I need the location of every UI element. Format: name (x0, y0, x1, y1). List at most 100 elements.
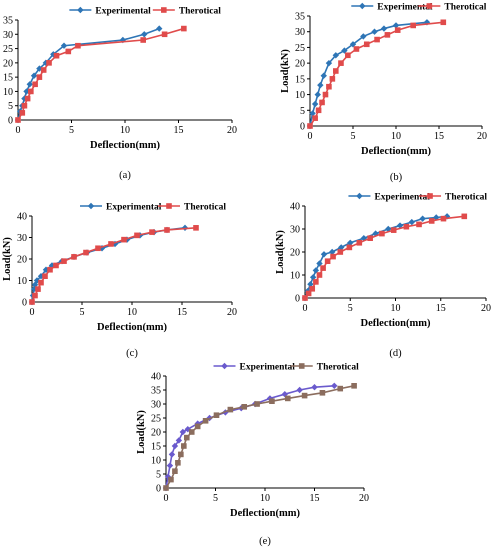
data-point-therotical (322, 91, 329, 98)
data-point-therotical (121, 236, 127, 243)
panel-caption: (b) (390, 172, 403, 183)
data-point-experimental (166, 462, 174, 469)
data-point-therotical (313, 279, 319, 285)
data-point-therotical (416, 221, 422, 228)
panel-caption: (a) (119, 170, 131, 181)
data-point-therotical (384, 32, 391, 38)
x-tick-label: 20 (477, 131, 487, 142)
data-point-therotical (403, 223, 410, 230)
data-point-therotical (35, 286, 41, 292)
data-point-therotical (374, 36, 380, 43)
data-point-experimental (392, 22, 400, 29)
data-point-therotical (227, 406, 234, 413)
data-point-therotical (53, 262, 59, 269)
legend-marker (161, 7, 167, 13)
data-point-experimental (296, 386, 303, 394)
data-point-therotical (65, 48, 72, 55)
x-tick-label: 0 (16, 125, 21, 136)
data-point-experimental (419, 215, 426, 222)
data-point-therotical (351, 383, 357, 389)
data-point-therotical (24, 95, 31, 102)
data-point-therotical (440, 19, 447, 26)
data-point-experimental (328, 248, 336, 256)
legend-label: Experimental (374, 193, 430, 203)
data-point-therotical (21, 102, 28, 109)
x-tick-label: 0 (303, 303, 308, 314)
data-point-experimental (338, 244, 345, 251)
y-tick-label: 0 (156, 484, 161, 495)
data-point-experimental (311, 384, 318, 391)
data-point-therotical (284, 395, 291, 402)
data-point-experimental (349, 41, 357, 48)
x-tick-label: 10 (120, 125, 130, 136)
data-point-therotical (181, 25, 187, 32)
y-tick-label: 15 (3, 73, 13, 84)
y-tick-label: 0 (295, 294, 300, 305)
data-point-therotical (29, 299, 35, 305)
data-point-therotical (363, 41, 370, 48)
data-point-therotical (46, 60, 52, 66)
legend-label: Therotical (445, 193, 487, 203)
legend-marker (426, 3, 433, 9)
y-tick-label: 25 (3, 44, 13, 55)
data-point-therotical (75, 42, 81, 49)
y-tick-label: 20 (3, 58, 13, 69)
data-point-experimental (309, 274, 317, 281)
x-tick-label: 0 (30, 307, 35, 318)
data-point-therotical (42, 273, 48, 279)
y-axis-title: Load(kN) (2, 237, 13, 281)
data-point-therotical (161, 31, 168, 38)
y-axis-title: Load(kN) (280, 49, 291, 93)
series-line-experimental (165, 385, 335, 489)
data-point-therotical (309, 286, 316, 292)
data-point-therotical (53, 52, 60, 59)
data-point-experimental (332, 52, 339, 59)
y-tick-label: 30 (151, 400, 161, 411)
data-point-experimental (311, 100, 319, 108)
data-point-experimental (309, 110, 316, 117)
panel-caption: (d) (389, 348, 402, 359)
legend-marker (166, 203, 172, 209)
legend-label: Experimental (377, 3, 433, 13)
y-tick-label: 0 (22, 298, 27, 309)
data-point-therotical (312, 115, 318, 121)
panel-caption: (c) (126, 348, 138, 359)
series-line-experimental (309, 21, 428, 127)
data-point-therotical (254, 401, 260, 407)
data-point-experimental (179, 428, 187, 436)
data-point-therotical (134, 232, 140, 239)
data-point-therotical (149, 229, 155, 235)
data-point-experimental (36, 65, 43, 72)
data-point-therotical (329, 76, 336, 82)
data-point-therotical (338, 60, 344, 66)
x-tick-label: 10 (391, 131, 401, 142)
y-tick-label: 20 (290, 248, 300, 259)
data-point-therotical (188, 429, 195, 435)
x-tick-label: 5 (213, 493, 218, 504)
data-point-therotical (71, 254, 77, 260)
legend-marker (427, 193, 433, 199)
data-point-experimental (331, 382, 338, 389)
data-point-therotical (175, 460, 181, 466)
data-point-experimental (347, 239, 354, 246)
y-axis-title: Load(kN) (275, 230, 286, 274)
y-tick-label: 10 (3, 87, 13, 98)
x-tick-label: 5 (69, 125, 74, 136)
x-tick-label: 15 (434, 131, 444, 142)
legend-label: Therotical (317, 363, 359, 373)
y-tick-label: 5 (300, 106, 305, 117)
y-tick-label: 15 (151, 442, 161, 453)
data-point-experimental (156, 25, 163, 32)
x-tick-label: 20 (227, 307, 237, 318)
data-point-therotical (40, 67, 47, 73)
data-point-experimental (30, 72, 38, 79)
data-point-therotical (324, 258, 331, 264)
x-axis-title: Deflection(mm) (230, 508, 300, 519)
x-tick-label: 10 (391, 303, 401, 314)
chart-panel-3: 0 10 20 30 40 0 5 10 15 20 Deflection(mm) Load(kN) E… (2, 203, 237, 360)
data-point-therotical (316, 272, 323, 278)
y-tick-label: 20 (295, 59, 305, 70)
data-point-experimental (175, 437, 183, 444)
data-point-therotical (428, 218, 435, 224)
